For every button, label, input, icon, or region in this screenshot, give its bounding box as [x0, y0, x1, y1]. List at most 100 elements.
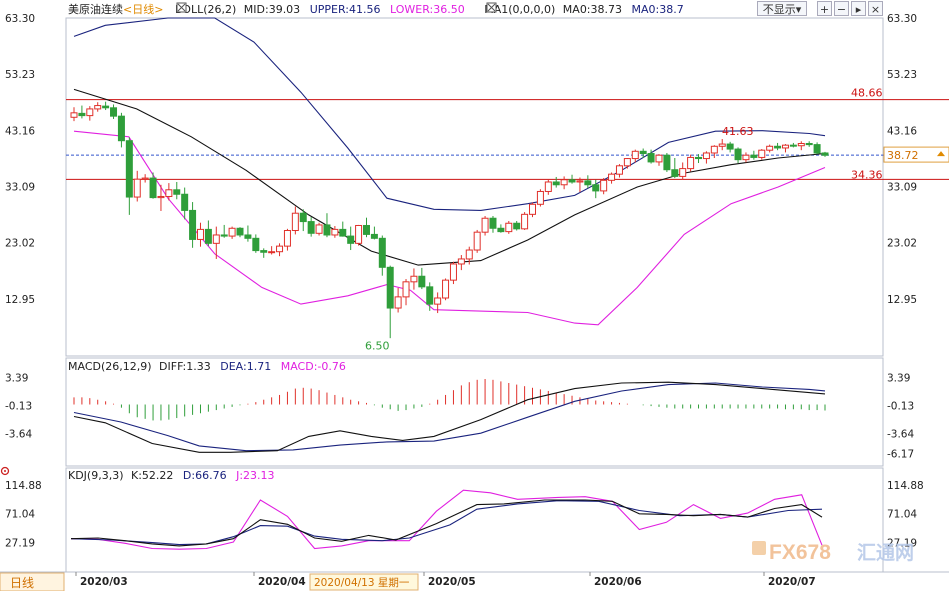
candle-body-84: [734, 148, 742, 161]
kdj-k-line: [70, 499, 823, 547]
candle-body-92: [797, 142, 805, 147]
candle-body-40: [386, 266, 394, 309]
candle-body-13: [173, 189, 181, 195]
display-dropdown-label: 不显示: [762, 3, 796, 16]
candle-body-26: [276, 245, 284, 253]
price-tick-left-0: 63.30: [5, 13, 35, 25]
price-tick-right-4: 23.02: [887, 238, 917, 250]
date-label-4: 2020/07: [768, 576, 816, 588]
boll-mid-value: MID:39.03: [244, 3, 300, 16]
candle-body-76: [671, 169, 679, 177]
candle-body-80: [702, 152, 710, 160]
high-annotation: 41.63: [722, 125, 754, 138]
candle-body-82: [718, 143, 726, 147]
kdj-j-line: [70, 489, 823, 550]
price-tick-left-2: 43.16: [5, 125, 35, 137]
candle-body-57: [521, 213, 529, 230]
watermark-brand: FX678: [769, 541, 831, 564]
boll-toggle-check-icon: [177, 3, 186, 12]
candle-body-28: [291, 212, 299, 232]
price-grid: 48.66 34.36 38.72: [66, 87, 949, 181]
kdj-series: [70, 489, 823, 550]
candle-body-38: [370, 233, 378, 239]
candle-body-39: [378, 237, 386, 268]
display-dropdown[interactable]: 不显示▾: [757, 1, 807, 16]
candle-body-25: [268, 251, 276, 254]
price-tick-right-2: 43.16: [887, 125, 917, 137]
candle-body-95: [821, 152, 829, 156]
candle-body-49: [457, 258, 465, 265]
macd-label: MACD(26,12,9): [68, 360, 152, 373]
symbol-name: 美原油连续: [68, 2, 123, 16]
zoom-in-button[interactable]: +: [817, 1, 832, 16]
candle-body-91: [789, 144, 797, 147]
candle-body-30: [307, 221, 315, 234]
candle-body-32: [323, 224, 331, 236]
candle-body-69: [615, 165, 623, 175]
period-button[interactable]: [0, 572, 65, 591]
macd-panel-frame: [65, 357, 884, 467]
close-button[interactable]: ×: [868, 1, 883, 16]
candle-body-63: [568, 179, 576, 183]
candle-body-34: [339, 228, 347, 237]
candle-body-29: [299, 212, 307, 223]
kdj-tick-right-0: 114.88: [887, 480, 924, 492]
candle-body-1: [78, 112, 86, 117]
candle-body-88: [766, 145, 774, 151]
crosshair-date-label: 2020/04/13 星期一: [314, 577, 410, 589]
kdj-tick-left-0: 114.88: [5, 480, 42, 492]
ma0-value-a: MA0:38.73: [563, 3, 622, 16]
macd-diff-line: [73, 381, 826, 453]
candle-body-62: [560, 179, 568, 186]
candle-body-79: [695, 156, 703, 160]
candle-body-6: [117, 115, 125, 142]
macd-macd-value: MACD:-0.76: [281, 360, 346, 373]
candle-body-64: [576, 180, 584, 183]
candle-body-27: [283, 230, 291, 247]
settings-gear-center-icon: [4, 470, 6, 472]
settings-gear-icon[interactable]: [0, 466, 10, 476]
candle-body-47: [442, 279, 450, 299]
candle-body-56: [513, 222, 521, 230]
candle-body-12: [165, 189, 173, 197]
candle-body-70: [623, 158, 631, 167]
price-panel-frame: [65, 17, 884, 357]
candle-body-24: [260, 250, 268, 253]
candle-body-33: [331, 228, 339, 236]
macd-tick-left-0: 3.39: [5, 373, 28, 385]
scroll-right-button[interactable]: ▸: [851, 1, 866, 16]
candle-body-21: [236, 227, 244, 236]
candle-body-2: [86, 108, 94, 117]
candle-body-48: [449, 263, 457, 281]
candle-body-86: [750, 154, 758, 158]
candle-body-10: [149, 177, 157, 199]
dropdown-caret-icon: ▾: [795, 3, 802, 16]
candle-body-85: [742, 154, 750, 161]
candle-body-66: [592, 184, 600, 192]
macd-dea-value: DEA:1.71: [220, 360, 271, 373]
period-tag: <日线>: [123, 2, 163, 16]
candle-body-11: [157, 195, 165, 199]
hline-upper-label: 48.66: [851, 87, 883, 100]
candle-body-45: [426, 286, 434, 305]
macd-tick-left-1: -0.13: [5, 401, 32, 413]
plus-icon: +: [819, 3, 830, 16]
candle-body-59: [536, 190, 544, 205]
price-tick-right-5: 12.95: [887, 294, 917, 306]
candle-body-16: [196, 228, 204, 240]
macd-dea-line: [73, 382, 826, 452]
price-tick-right-3: 33.09: [887, 182, 917, 194]
candle-body-53: [489, 217, 497, 229]
candle-body-77: [679, 168, 687, 177]
zoom-out-button[interactable]: −: [834, 1, 849, 16]
candle-body-94: [813, 144, 821, 154]
candle-body-72: [639, 150, 647, 155]
candle-body-78: [687, 156, 695, 170]
candle-body-20: [228, 227, 236, 237]
candle-body-42: [402, 281, 410, 298]
candle-body-0: [70, 112, 78, 118]
arrow-right-icon: ▸: [855, 3, 862, 16]
candle-body-5: [110, 107, 118, 117]
candle-body-3: [94, 105, 102, 110]
